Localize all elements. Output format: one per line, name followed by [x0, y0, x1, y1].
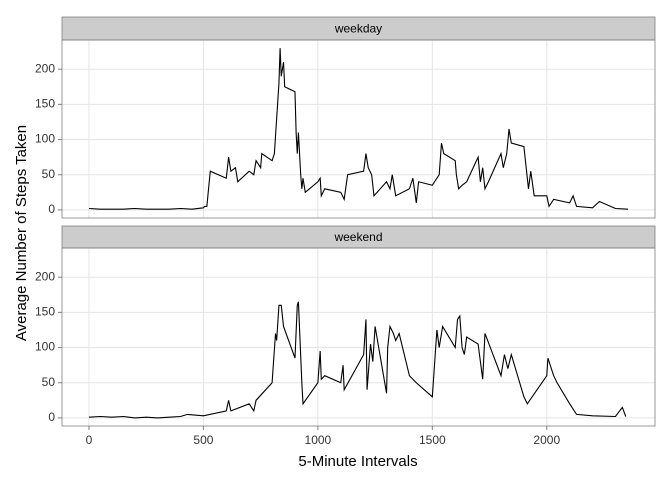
y-tick-label: 50 [42, 375, 56, 389]
y-tick-label: 100 [35, 340, 55, 354]
x-tick-label: 2000 [533, 433, 560, 447]
x-tick-label: 1500 [419, 433, 446, 447]
y-tick-label: 0 [48, 202, 55, 216]
panel-border [61, 247, 656, 427]
data-line [88, 48, 629, 210]
panel-border [61, 39, 656, 219]
x-axis-title: 5-Minute Intervals [298, 453, 417, 470]
y-tick-label: 150 [35, 305, 55, 319]
y-tick-label: 200 [35, 61, 55, 75]
y-tick-label: 0 [48, 410, 55, 424]
x-tick-label: 0 [86, 433, 93, 447]
y-tick-label: 200 [35, 269, 55, 283]
y-tick-label: 100 [35, 132, 55, 146]
y-tick-label: 150 [35, 97, 55, 111]
strip-label: weekend [333, 230, 382, 244]
y-axis-title: Average Number of Steps Taken [13, 125, 30, 341]
strip-label: weekday [334, 22, 382, 36]
x-tick-label: 500 [193, 433, 213, 447]
x-tick-label: 1000 [305, 433, 332, 447]
y-tick-label: 50 [42, 167, 56, 181]
data-line [88, 301, 627, 419]
